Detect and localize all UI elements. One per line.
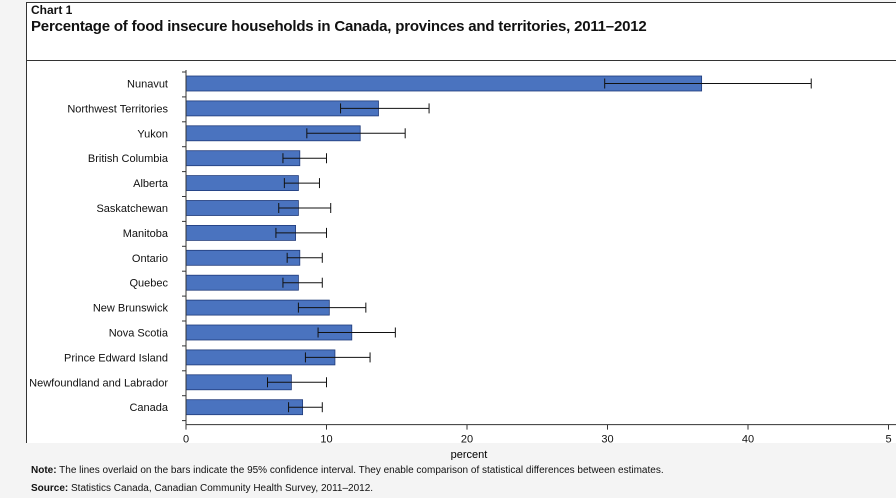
bars-layer: Nunavut Northwest Territories Yukon British… — [29, 75, 812, 416]
category-label: New Brunswick — [93, 303, 169, 315]
category-label: Manitoba — [123, 228, 169, 240]
note-line: Note: The lines overlaid on the bars ind… — [31, 465, 664, 476]
source-line: Source: Statistics Canada, Canadian Comm… — [31, 483, 373, 494]
x-tick-label: 30 — [601, 434, 613, 446]
category-label: Prince Edward Island — [64, 352, 168, 364]
category-label: British Columbia — [88, 153, 169, 165]
chart-title: Percentage of food insecure households i… — [31, 18, 647, 35]
bar-chart: Nunavut Northwest Territories Yukon British… — [29, 70, 896, 460]
bar — [185, 274, 299, 291]
x-tick-label: 0 — [183, 434, 189, 446]
x-tick-label: 10 — [320, 434, 332, 446]
source-text: Statistics Canada, Canadian Community He… — [71, 483, 374, 494]
category-label: Saskatchewan — [96, 203, 168, 215]
x-tick-label: 20 — [461, 434, 473, 446]
bar — [185, 399, 304, 416]
category-label: Quebec — [129, 278, 168, 290]
bar — [185, 249, 301, 266]
x-tick-label: 5 — [885, 434, 891, 446]
note-text: The lines overlaid on the bars indicate … — [59, 465, 664, 476]
note-label: Note: — [31, 465, 57, 476]
category-label: Nova Scotia — [109, 328, 169, 340]
x-tick-label: 40 — [742, 434, 754, 446]
source-label: Source: — [31, 483, 69, 494]
category-label: Yukon — [137, 128, 168, 140]
x-axis: 0 10 20 30 40 5 — [182, 70, 896, 446]
title-divider — [26, 60, 896, 61]
x-axis-label: percent — [451, 449, 488, 460]
chart-frame — [26, 2, 896, 443]
category-label: Nunavut — [127, 79, 168, 91]
category-label: Alberta — [133, 178, 169, 190]
bar — [185, 175, 299, 192]
category-label: Northwest Territories — [67, 103, 168, 115]
chart-number: Chart 1 — [31, 3, 73, 17]
category-label: Canada — [129, 402, 168, 414]
category-label: Newfoundland and Labrador — [29, 377, 168, 389]
category-label: Ontario — [132, 253, 168, 265]
